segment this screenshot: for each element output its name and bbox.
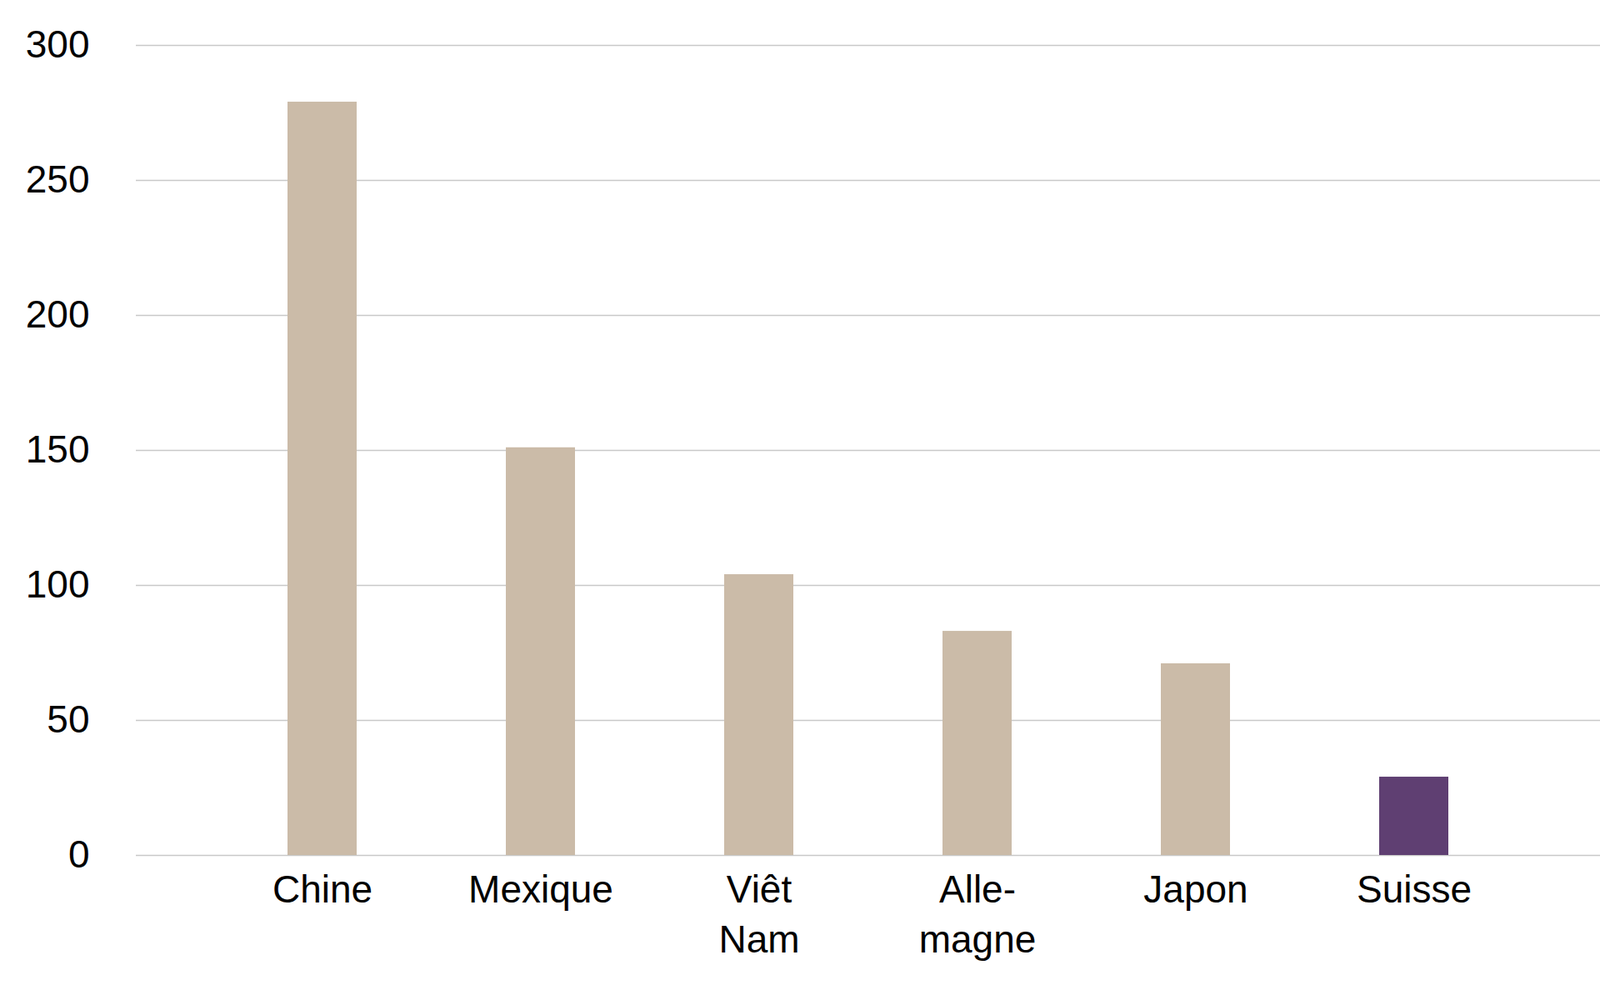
svg-text:150: 150 [25, 427, 90, 471]
svg-text:300: 300 [25, 22, 90, 66]
svg-text:Mexique: Mexique [468, 867, 614, 911]
svg-text:Japon: Japon [1143, 867, 1248, 911]
svg-text:Suisse: Suisse [1356, 867, 1472, 911]
svg-text:ViêtNam: ViêtNam [718, 867, 800, 961]
svg-text:100: 100 [25, 562, 90, 606]
svg-text:0: 0 [68, 832, 90, 876]
svg-text:Alle-magne: Alle-magne [919, 867, 1037, 961]
svg-text:Chine: Chine [272, 867, 373, 911]
svg-text:50: 50 [46, 697, 90, 741]
svg-text:250: 250 [25, 157, 90, 201]
svg-text:200: 200 [25, 292, 90, 336]
